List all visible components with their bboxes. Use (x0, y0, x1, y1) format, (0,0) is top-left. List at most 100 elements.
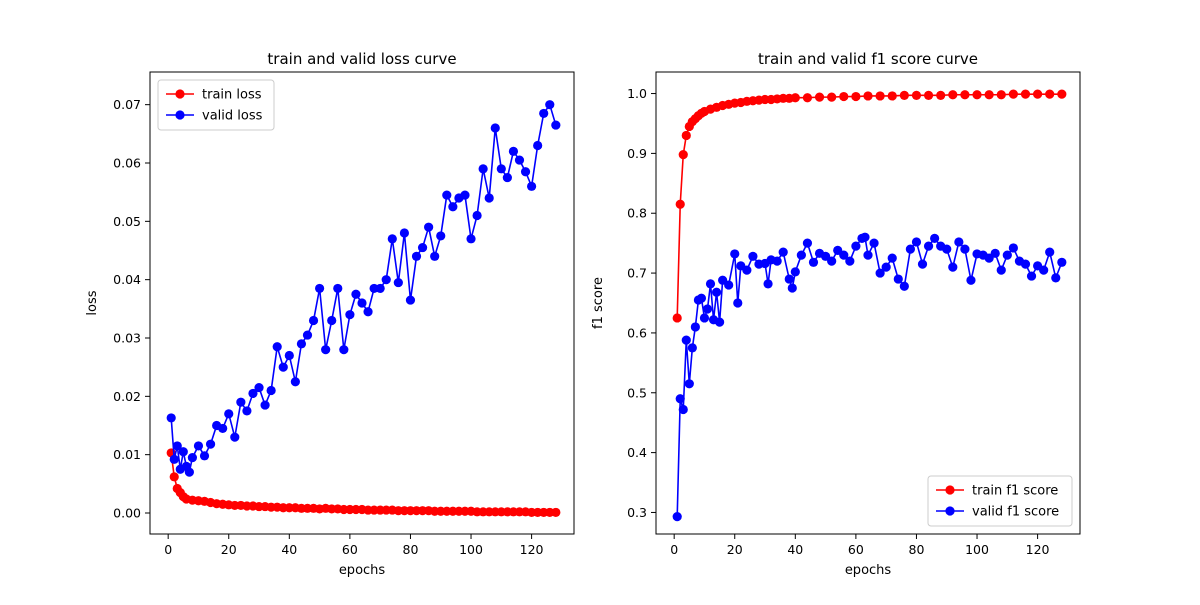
f1-chart-series-0-point (899, 90, 909, 100)
f1-chart-series-0-point (851, 91, 861, 102)
f1-chart-series-1-point (863, 250, 873, 260)
loss-chart-series-1-point (551, 120, 561, 130)
loss-chart-xtick-label: 20 (221, 542, 237, 557)
f1-chart-xtick-label: 120 (1026, 542, 1050, 557)
f1-chart-series-0-point (1045, 89, 1055, 99)
f1-chart-series-1-point (796, 250, 806, 260)
loss-chart-series-1-point (327, 315, 337, 326)
f1-chart-series-1-point (802, 238, 813, 248)
f1-chart-xtick-label: 0 (670, 542, 678, 557)
loss-chart-series-1-point (424, 222, 434, 232)
f1-chart-series-1-point (827, 256, 837, 266)
loss-chart-series-1-point (405, 295, 416, 305)
f1-chart-ytick-label: 0.6 (627, 325, 647, 340)
f1-chart-series-1-point (875, 268, 885, 278)
loss-chart-ylabel: loss (85, 290, 100, 315)
loss-chart-series-1-point (478, 164, 488, 174)
f1-chart-series-0-point (911, 90, 922, 100)
loss-chart-series-1-point (260, 400, 270, 410)
f1-chart-series-0-point (923, 90, 934, 100)
loss-chart-series-1-point (333, 283, 343, 294)
f1-chart-series-1-point (990, 248, 1000, 258)
f1-chart-series-1-point (1051, 273, 1061, 283)
f1-chart-series-1-point (742, 265, 752, 275)
loss-chart-series-1-point (399, 228, 409, 238)
loss-chart-title: train and valid loss curve (267, 50, 456, 68)
f1-chart-series-1-point (893, 274, 903, 284)
f1-chart-series-1-point (696, 293, 707, 303)
f1-chart-series-0-point (972, 90, 982, 100)
f1-chart-axes-frame (655, 71, 1081, 535)
loss-chart-series-1-point (514, 155, 525, 165)
f1-chart-series-1-point (1045, 247, 1055, 257)
f1-chart-series-0-point (887, 91, 897, 101)
f1-chart-series-1-point (923, 241, 934, 251)
f1-chart-series-1-point (948, 262, 958, 272)
f1-chart-series-1-point (672, 512, 682, 522)
f1-chart-series-1-point (681, 335, 691, 345)
f1-chart-series-1-point (1020, 259, 1031, 269)
loss-chart-ytick-label: 0.05 (113, 214, 141, 229)
loss-chart-series-1-point (466, 234, 476, 244)
f1-chart-series-1-point (954, 237, 964, 247)
loss-chart-series-1-point (224, 409, 234, 419)
f1-chart-series-0-point (790, 93, 800, 103)
loss-chart-series-1-point (345, 310, 355, 320)
loss-chart-xtick-label: 60 (342, 542, 358, 557)
loss-chart-series-1-point (490, 123, 500, 133)
loss-chart-series-1-point (248, 388, 258, 399)
f1-chart-series-1-point (887, 253, 897, 263)
loss-chart-legend-box (157, 79, 275, 131)
f1-chart-series-1-point (724, 280, 734, 290)
f1-chart-series-1-point (839, 250, 849, 260)
f1-chart-series-1-point (730, 249, 740, 259)
f1-chart-series-1-point (808, 257, 819, 267)
loss-chart-series-1-point (205, 439, 216, 449)
f1-chart-series-0-point (678, 149, 688, 160)
f1-chart-series-0-point (996, 90, 1006, 100)
loss-chart-series-1-point (545, 100, 555, 110)
loss-chart-ytick-label: 0.06 (113, 156, 141, 171)
loss-chart-series-1-point (363, 307, 373, 317)
f1-chart-xtick-label: 100 (965, 542, 989, 557)
f1-chart-series-1-point (733, 298, 743, 308)
f1-chart-ytick-label: 1.0 (627, 86, 647, 101)
loss-chart-series-1-point (230, 432, 240, 442)
f1-chart-series-1-point (917, 259, 928, 269)
f1-chart-series-1-point (705, 279, 716, 289)
loss-chart-series-1-point (266, 385, 276, 396)
loss-chart-legend-label: valid loss (202, 109, 263, 124)
f1-chart-legend-label: train f1 score (972, 484, 1058, 499)
f1-chart-series-0-point (960, 90, 970, 100)
loss-chart-series-1-point (539, 108, 549, 119)
loss-chart-series-1-point (357, 298, 367, 308)
f1-chart-series-0-point (863, 91, 873, 101)
loss-chart-series-1-point (254, 382, 264, 393)
loss-chart-series-1-point (302, 330, 313, 340)
loss-chart-ytick-label: 0.02 (113, 389, 141, 404)
loss-chart-xtick-label: 40 (281, 542, 297, 557)
f1-chart-series-1-point (996, 265, 1006, 275)
f1-chart-ytick-label: 0.4 (627, 445, 647, 460)
f1-chart-series-1-point (869, 238, 879, 248)
loss-chart-axes-frame (149, 71, 575, 535)
f1-chart-ytick-label: 0.8 (627, 206, 647, 221)
f1-chart-legend-swatch-marker (945, 485, 955, 495)
loss-chart-legend-swatch-marker (175, 110, 185, 120)
loss-chart-series-1-point (296, 339, 307, 349)
f1-chart-xtick-label: 20 (727, 542, 743, 557)
f1-chart-legend-label: valid f1 score (972, 505, 1059, 520)
loss-chart-series-1-point (375, 283, 385, 294)
f1-chart: train and valid f1 score curve epochs f1… (591, 50, 1081, 578)
f1-chart-series-1-point (675, 394, 685, 404)
loss-chart-legend-swatch-marker (175, 89, 185, 99)
loss-chart-series-1-point (527, 181, 537, 191)
f1-chart-series-1-point (699, 313, 710, 323)
f1-chart-series-1-point (881, 262, 891, 272)
f1-chart-series-1-point (899, 281, 909, 291)
f1-chart-series-1-point (702, 304, 713, 314)
f1-chart-series-1-point (678, 404, 688, 415)
loss-chart-ytick-label: 0.04 (113, 272, 141, 287)
loss-chart-legend: train loss valid loss (157, 79, 275, 131)
